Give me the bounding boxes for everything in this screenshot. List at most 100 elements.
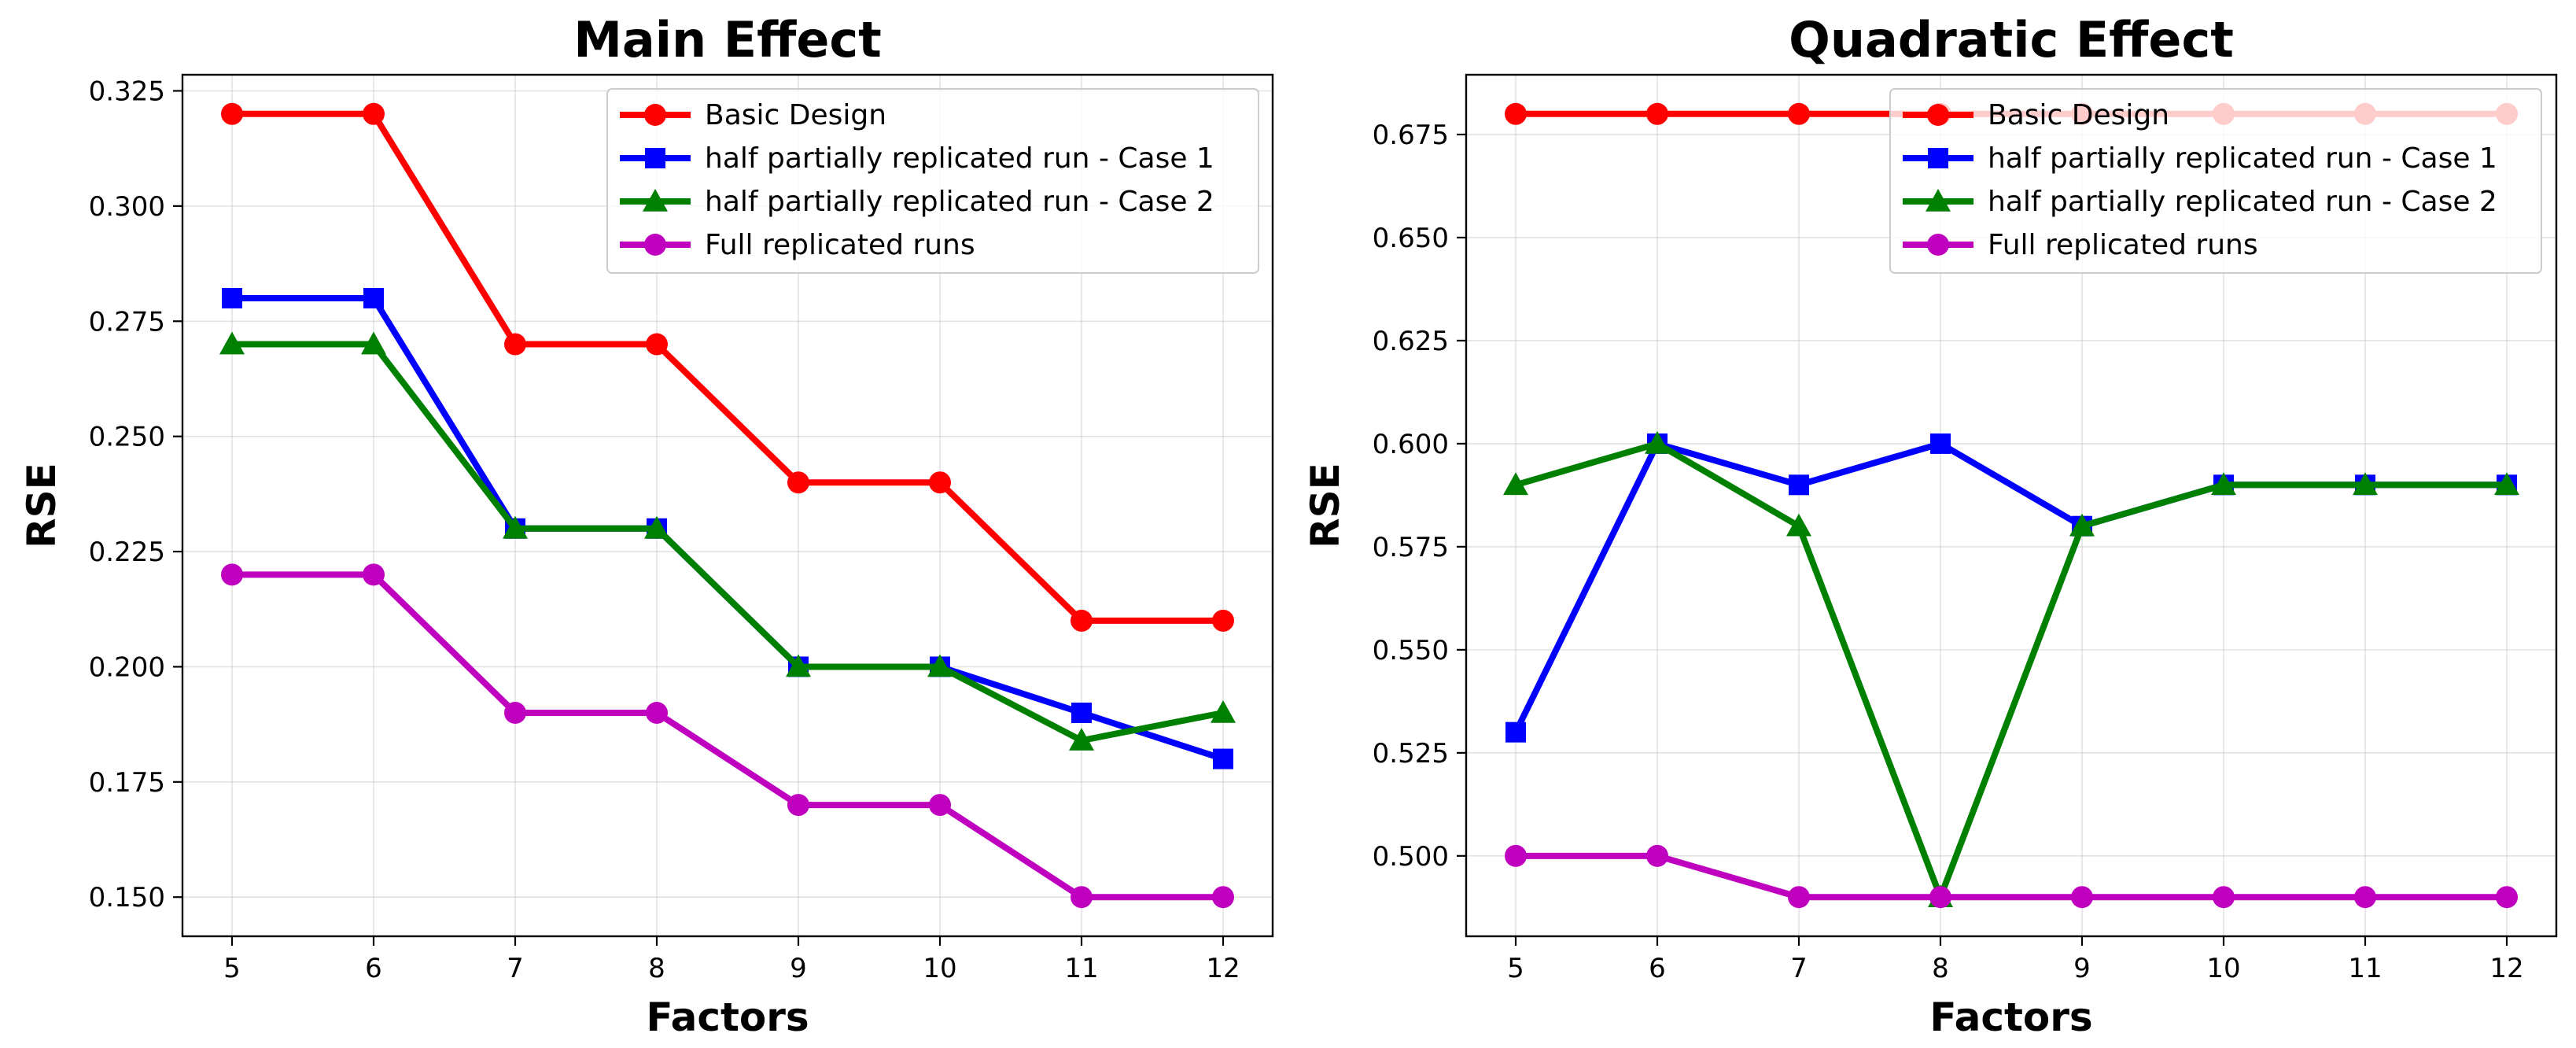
chart-title: Quadratic Effect	[1789, 11, 2234, 68]
legend-swatch-marker	[644, 234, 666, 256]
data-point-series-3	[1503, 472, 1528, 496]
legend-swatch-marker	[1928, 148, 1948, 168]
legend-label: Full replicated runs	[705, 229, 975, 261]
data-point-series-3	[644, 515, 669, 539]
data-point-series-1	[646, 333, 668, 356]
legend-swatch-marker	[643, 189, 668, 212]
y-tick-label: 0.300	[89, 191, 165, 223]
y-axis-label: RSE	[1303, 463, 1348, 548]
legend-swatch-marker	[1926, 189, 1951, 212]
data-point-series-1	[363, 102, 385, 125]
data-point-series-1	[1788, 102, 1810, 125]
x-axis-label: Factors	[646, 994, 809, 1040]
y-tick-label: 0.200	[89, 651, 165, 683]
y-axis-label: RSE	[19, 463, 64, 548]
y-tick-label: 0.225	[89, 537, 165, 568]
x-tick-label: 12	[2489, 953, 2523, 984]
legend-swatch-marker	[1927, 234, 1949, 256]
y-tick-label: 0.525	[1373, 738, 1449, 769]
data-point-series-3	[2069, 513, 2095, 537]
legend-swatch-marker	[1927, 104, 1949, 126]
y-tick-label: 0.650	[1373, 223, 1449, 254]
data-point-series-4	[646, 702, 668, 725]
data-point-series-4	[2354, 886, 2376, 909]
x-tick-label: 11	[2348, 953, 2382, 984]
legend: Basic Design half partially replicated ru…	[606, 88, 1259, 274]
data-point-series-3	[927, 654, 953, 677]
data-point-series-4	[929, 794, 951, 817]
y-tick-label: 0.150	[89, 882, 165, 913]
data-point-series-4	[2071, 886, 2093, 909]
data-point-series-4	[1929, 886, 1951, 909]
data-point-series-3	[1786, 513, 1811, 537]
plot-frame	[181, 73, 1274, 938]
y-tick-label: 0.275	[89, 306, 165, 338]
data-point-series-3	[1211, 700, 1236, 723]
legend-label: half partially replicated run - Case 1	[705, 142, 1214, 175]
data-point-series-4	[2496, 886, 2518, 909]
legend-swatch-marker	[645, 148, 665, 168]
y-tick-label: 0.675	[1373, 120, 1449, 151]
legend-label: half partially replicated run - Case 2	[1988, 186, 2497, 218]
data-point-series-3	[2494, 472, 2519, 496]
x-tick-label: 10	[923, 953, 956, 984]
y-tick-label: 0.250	[89, 422, 165, 453]
data-point-series-4	[1788, 886, 1810, 909]
y-tick-label: 0.600	[1373, 429, 1449, 460]
data-point-series-2	[1071, 703, 1092, 724]
chart-panel-1: 5 6 7 8 9 10 11 12 0.150 0.175 0.200 0.225 0.250 0.27…	[19, 11, 1274, 1040]
x-tick-label: 9	[790, 953, 807, 984]
x-tick-label: 5	[223, 953, 241, 984]
data-point-series-4	[504, 702, 526, 725]
legend-swatch-marker	[644, 104, 666, 126]
data-point-series-1	[221, 102, 243, 125]
y-tick-label: 0.550	[1373, 635, 1449, 666]
data-point-series-4	[1646, 844, 1668, 867]
data-point-series-2	[222, 287, 242, 308]
data-point-series-4	[787, 794, 809, 817]
data-point-series-4	[221, 563, 243, 586]
data-point-series-1	[1505, 102, 1527, 125]
x-tick-label: 11	[1064, 953, 1098, 984]
y-tick-label: 0.625	[1373, 326, 1449, 357]
series-line-4	[232, 571, 1223, 901]
legend-label: half partially replicated run - Case 2	[705, 186, 1214, 218]
legend-label: Basic Design	[1988, 99, 2169, 131]
x-tick-label: 6	[365, 953, 382, 984]
legend-label: Full replicated runs	[1988, 229, 2258, 261]
data-point-series-1	[504, 333, 526, 356]
data-point-series-2	[1930, 433, 1951, 454]
series-line-4	[1516, 852, 2507, 901]
data-point-series-4	[2213, 886, 2235, 909]
data-point-series-4	[363, 563, 385, 586]
plot-frame	[1465, 73, 2558, 938]
series-line-3	[1514, 440, 2507, 901]
y-tick-label: 0.175	[89, 767, 165, 799]
legend: Basic Design half partially replicated ru…	[1889, 88, 2542, 274]
data-point-series-1	[1646, 102, 1668, 125]
data-point-series-3	[786, 654, 811, 677]
y-tick-label: 0.575	[1373, 532, 1449, 563]
data-point-series-1	[929, 471, 951, 494]
chart-panel-2: 5 6 7 8 9 10 11 12 0.500 0.525 0.550 0.575 0.600 0.62…	[1303, 11, 2558, 1040]
x-tick-label: 6	[1649, 953, 1666, 984]
y-tick-label: 0.325	[89, 76, 165, 107]
y-tick-label: 0.500	[1373, 841, 1449, 873]
data-point-series-1	[787, 471, 809, 494]
data-point-series-2	[1505, 721, 1526, 743]
data-point-series-3	[361, 331, 386, 355]
x-tick-label: 12	[1206, 953, 1240, 984]
chart-title: Main Effect	[573, 11, 882, 68]
legend-label: Basic Design	[705, 99, 886, 131]
series-line-1	[232, 110, 1223, 624]
data-point-series-1	[1212, 609, 1234, 632]
data-point-series-2	[1213, 748, 1233, 769]
x-tick-label: 9	[2073, 953, 2091, 984]
data-point-series-2	[1789, 474, 1809, 496]
data-point-series-3	[2353, 472, 2378, 496]
legend-box	[606, 88, 1259, 274]
data-point-series-3	[1645, 430, 1670, 454]
x-tick-label: 10	[2206, 953, 2240, 984]
legend-label: half partially replicated run - Case 1	[1988, 142, 2497, 175]
